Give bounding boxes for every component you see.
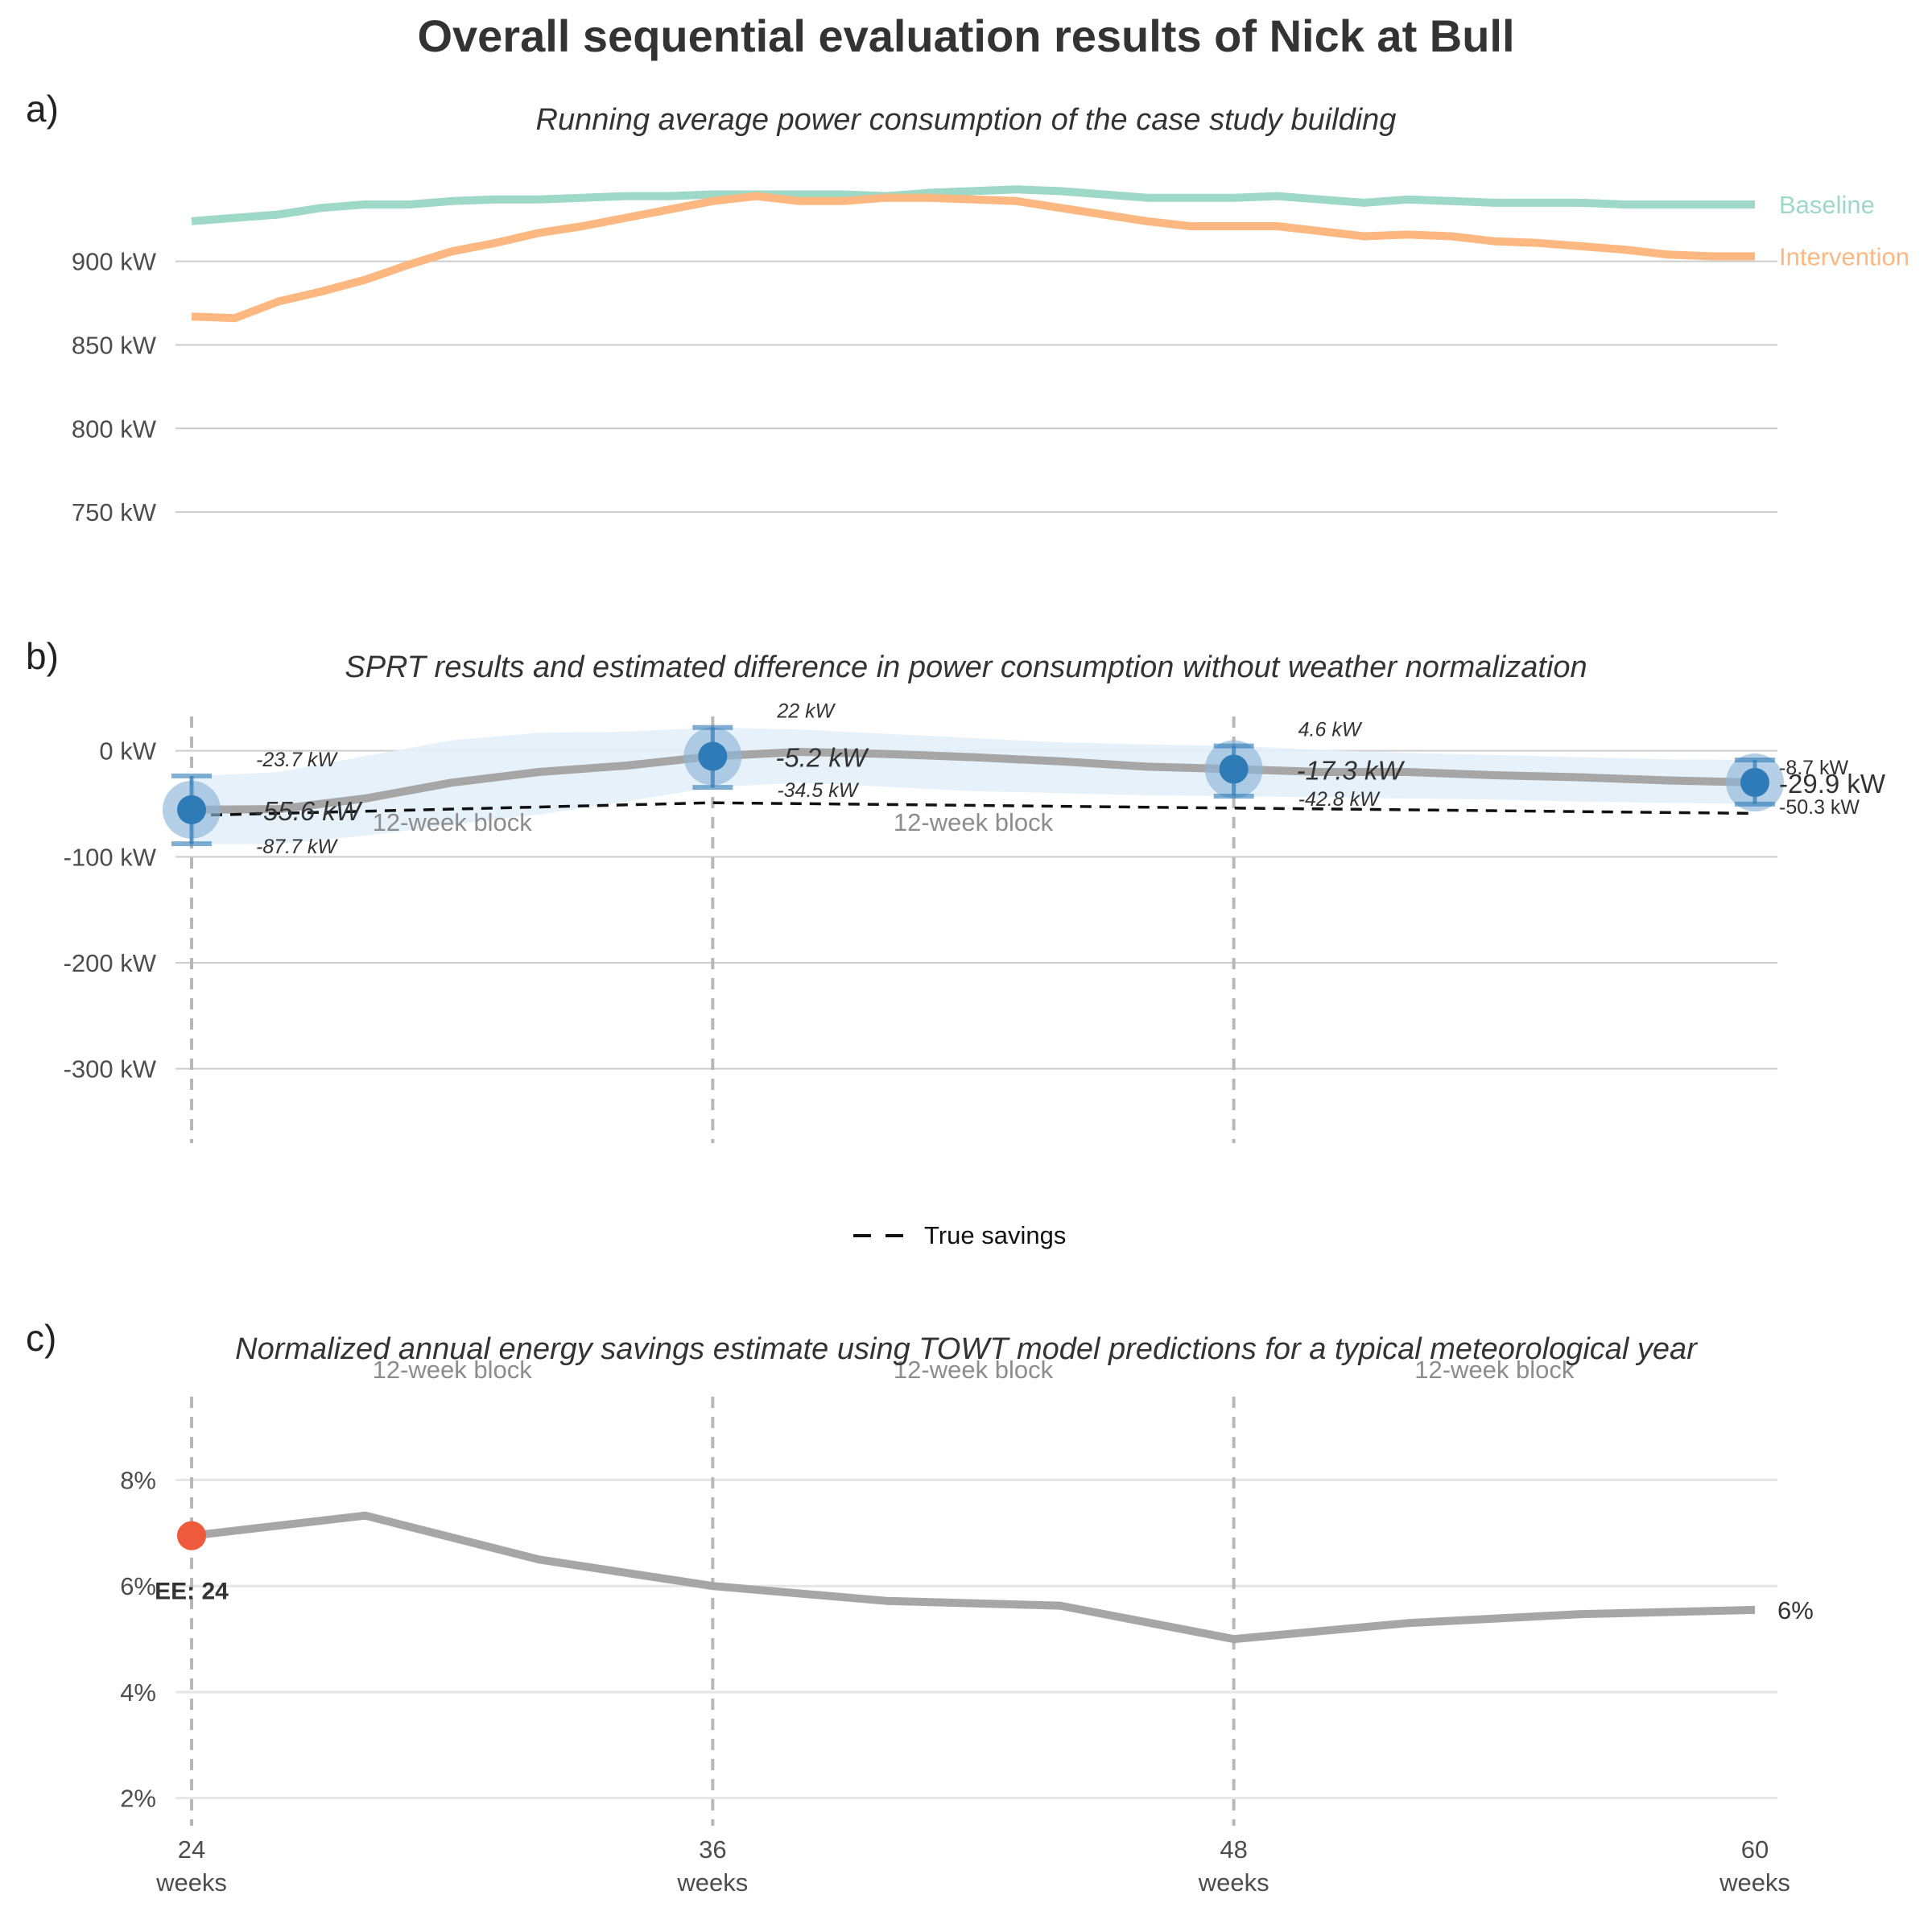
panel-b-tag: b) bbox=[26, 635, 59, 677]
x-tick-label-1: 36 bbox=[699, 1835, 726, 1864]
y-tick-label-c-2: 6% bbox=[120, 1572, 156, 1600]
sprt-value-label-0: -55.6 kW bbox=[254, 796, 363, 826]
savings-end-label: 6% bbox=[1777, 1596, 1814, 1624]
legend-label: True savings bbox=[924, 1221, 1067, 1249]
x-tick-unit-2: weeks bbox=[1198, 1868, 1269, 1897]
panel-c-subtitle: Normalized annual energy savings estimat… bbox=[235, 1332, 1697, 1366]
y-tick-label-a-1: 800 kW bbox=[72, 415, 157, 443]
y-tick-label-c-0: 2% bbox=[120, 1785, 156, 1813]
series-line-intervention bbox=[191, 192, 1755, 323]
savings-line bbox=[191, 1511, 1756, 1644]
sprt-lower-label-3: -50.3 kW bbox=[1779, 796, 1860, 819]
early-end-marker bbox=[177, 1521, 206, 1550]
y-tick-label-b-2: -100 kW bbox=[64, 843, 157, 871]
sprt-value-label-3: -29.9 kW bbox=[1779, 769, 1886, 799]
confidence-band bbox=[192, 727, 1755, 844]
x-tick-label-0: 24 bbox=[178, 1835, 205, 1864]
sprt-value-label-1: -5.2 kW bbox=[775, 743, 869, 773]
y-tick-label-c-3: 8% bbox=[120, 1467, 156, 1495]
panel-c-tag: c) bbox=[26, 1317, 57, 1359]
x-tick-unit-1: weeks bbox=[676, 1868, 748, 1897]
true-savings-line bbox=[191, 801, 1756, 817]
sprt-point-3 bbox=[1740, 768, 1769, 798]
block-label-c-2: 12-week block bbox=[1414, 1356, 1575, 1384]
block-label-b-1: 12-week block bbox=[894, 808, 1054, 836]
series-line-baseline bbox=[191, 185, 1755, 225]
sprt-point-1 bbox=[698, 741, 728, 771]
y-tick-label-b-1: -200 kW bbox=[64, 949, 157, 977]
sprt-lower-label-0: -87.7 kW bbox=[256, 836, 338, 858]
figure-title: Overall sequential evaluation results of… bbox=[417, 10, 1515, 61]
legend: True savings bbox=[853, 1216, 1066, 1256]
sprt-lower-label-1: -34.5 kW bbox=[777, 779, 859, 802]
series-label-baseline: Baseline bbox=[1779, 191, 1875, 219]
block-label-b-0: 12-week block bbox=[373, 808, 533, 836]
block-label-c-1: 12-week block bbox=[894, 1356, 1054, 1384]
y-tick-label-a-2: 850 kW bbox=[72, 331, 157, 359]
early-end-label: EE: 24 bbox=[155, 1579, 229, 1605]
x-tick-unit-0: weeks bbox=[155, 1868, 227, 1897]
y-tick-label-a-0: 750 kW bbox=[72, 498, 157, 526]
sprt-point-2 bbox=[1219, 754, 1249, 784]
y-tick-label-c-1: 4% bbox=[120, 1678, 156, 1707]
sprt-point-0 bbox=[177, 795, 206, 824]
sprt-upper-label-2: 4.6 kW bbox=[1298, 719, 1363, 741]
sprt-upper-label-1: 22 kW bbox=[776, 700, 836, 723]
panel-a-tag: a) bbox=[26, 88, 59, 130]
sprt-upper-label-0: -23.7 kW bbox=[256, 749, 338, 771]
panel-a-subtitle: Running average power consumption of the… bbox=[535, 103, 1397, 137]
x-tick-label-2: 48 bbox=[1220, 1835, 1247, 1864]
sprt-value-label-2: -17.3 kW bbox=[1297, 755, 1406, 785]
y-tick-label-b-0: -300 kW bbox=[64, 1055, 157, 1084]
y-tick-label-a-3: 900 kW bbox=[72, 248, 157, 276]
legend-key-dashed bbox=[853, 1234, 903, 1237]
x-tick-label-3: 60 bbox=[1741, 1835, 1769, 1864]
panel-b-subtitle: SPRT results and estimated difference in… bbox=[345, 650, 1587, 684]
x-tick-unit-3: weeks bbox=[1719, 1868, 1790, 1897]
estimate-line bbox=[191, 748, 1756, 814]
series-label-intervention: Intervention bbox=[1779, 242, 1909, 270]
block-label-c-0: 12-week block bbox=[373, 1356, 533, 1384]
y-tick-label-b-3: 0 kW bbox=[99, 737, 156, 766]
sprt-upper-label-3: -8.7 kW bbox=[1779, 757, 1849, 779]
sprt-lower-label-2: -42.8 kW bbox=[1298, 788, 1381, 811]
